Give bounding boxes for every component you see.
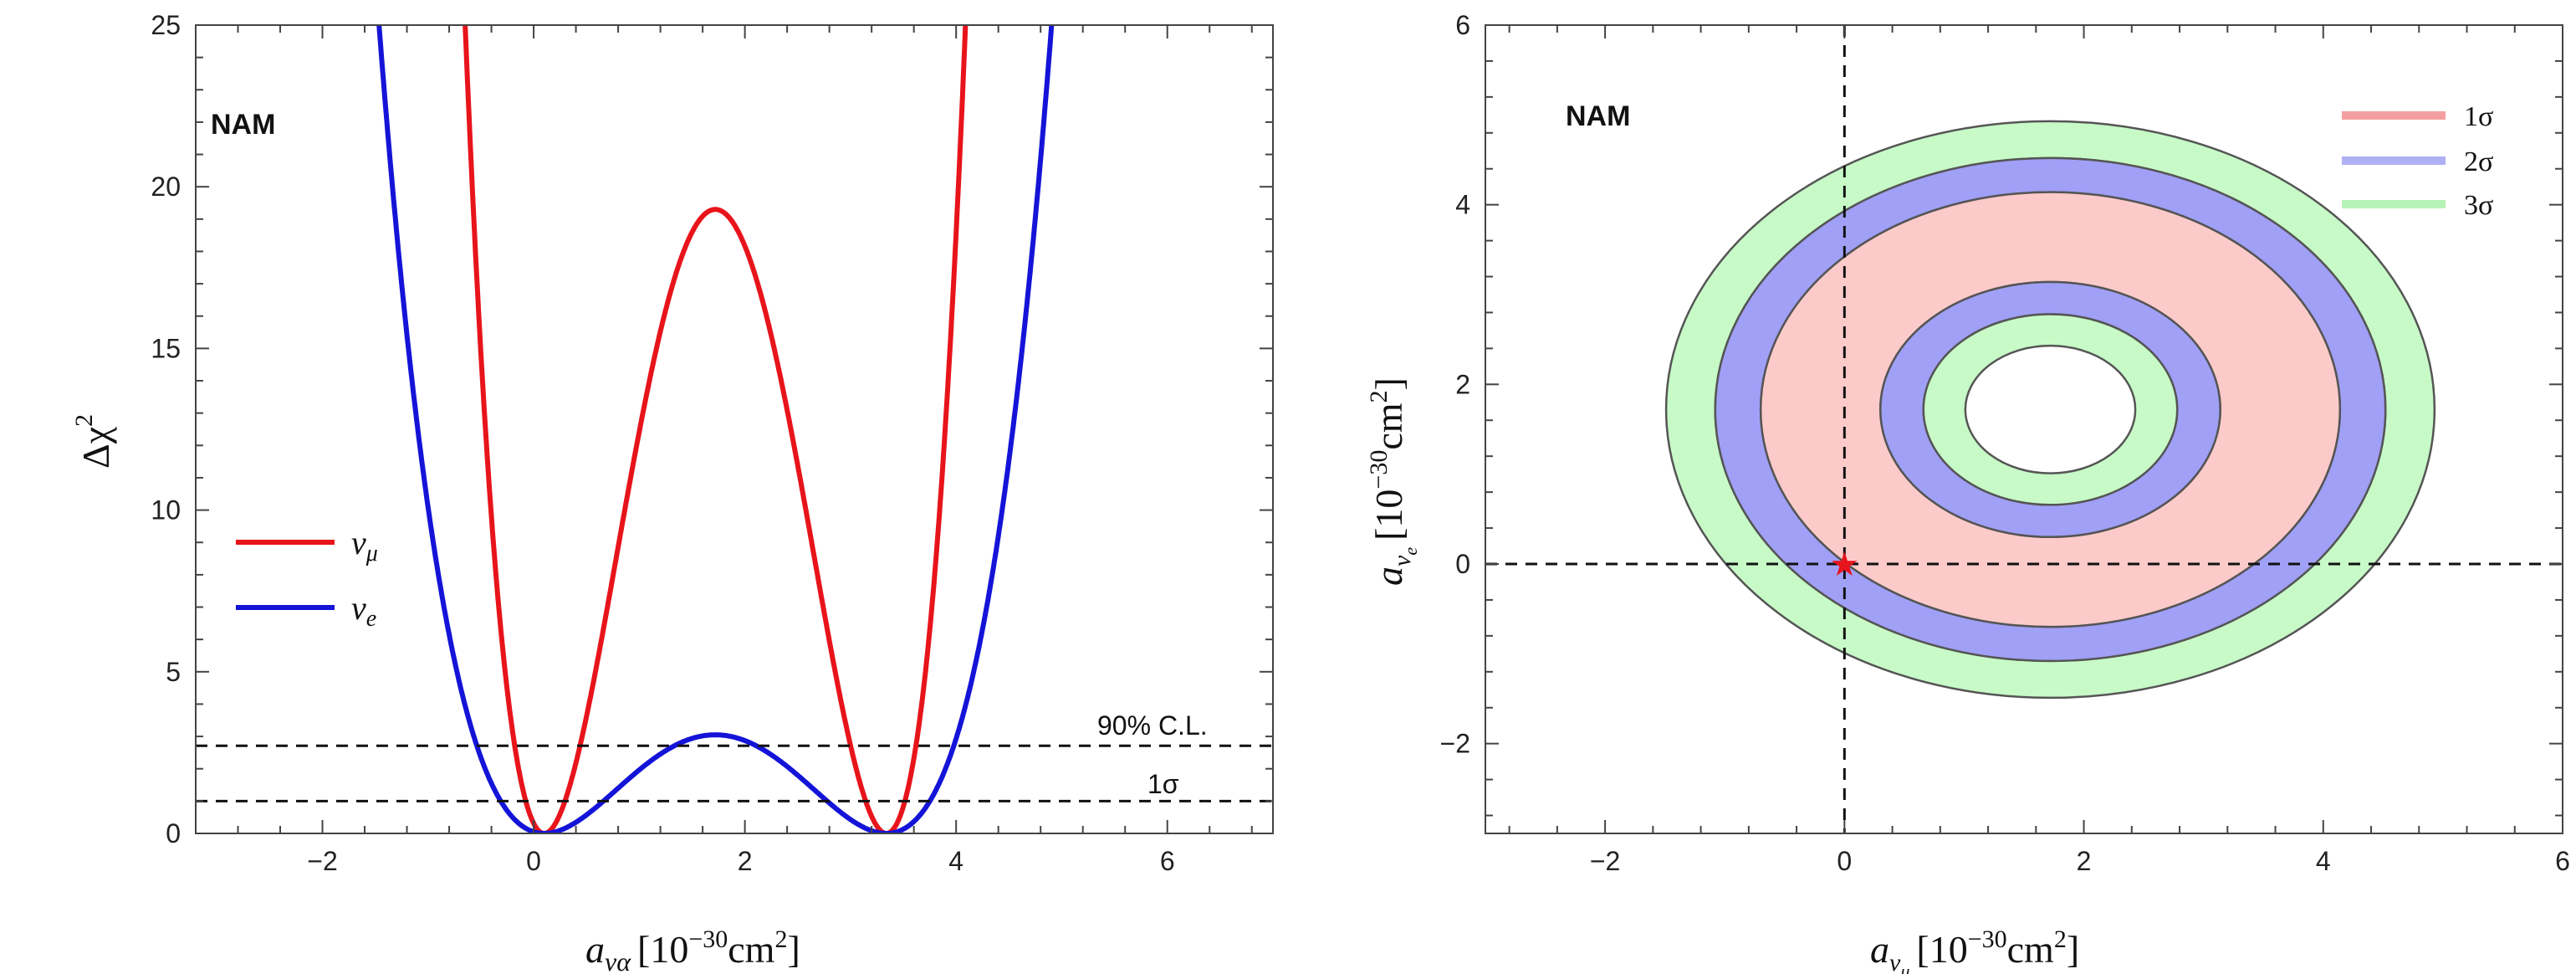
y-tick-label: 10 (151, 495, 181, 525)
x-tick-label: 2 (738, 846, 753, 876)
numu-curve (463, 25, 969, 833)
x-tick-label: −2 (307, 846, 337, 876)
one-sigma-line-label: 1σ (1147, 769, 1179, 799)
legend-3sigma-label: 3σ (2464, 190, 2493, 221)
left-legend: νμ νe (236, 524, 378, 632)
right-ticks: −2 0 2 4 6 −2 0 2 4 6 (1440, 10, 2570, 876)
left-ticks: −2 0 2 4 6 0 5 10 15 20 25 (151, 10, 1273, 876)
right-reference-lines (1485, 25, 2563, 833)
left-frame (195, 24, 1274, 834)
right-panel: ★ −2 0 2 4 6 −2 0 2 4 6 NAM 1σ 2σ 3σ aνμ[10−30cm2… (1365, 10, 2570, 974)
y-tick-label: 4 (1455, 190, 1470, 220)
right-frame (1485, 24, 2563, 834)
nue-curve (376, 25, 1055, 833)
y-tick-label: 0 (166, 818, 181, 848)
right-legend: 1σ 2σ 3σ (2342, 101, 2493, 221)
x-tick-label: 0 (526, 846, 541, 876)
x-tick-label: 4 (2316, 846, 2331, 876)
x-tick-label: 0 (1837, 846, 1852, 876)
cl90-label: 90% C.L. (1097, 710, 1208, 741)
left-plot-area (196, 25, 1273, 833)
y-tick-label: 2 (1455, 369, 1470, 399)
y-tick-label: −2 (1440, 729, 1470, 759)
y-tick-label: 15 (151, 333, 181, 363)
left-x-axis-label: aνα [10−30cm2] (585, 925, 800, 974)
left-panel: −2 0 2 4 6 0 5 10 15 20 25 NAM 90% C.L. 1σ νμ νe a… (70, 10, 1274, 974)
right-contours (1664, 119, 2436, 700)
legend-numu-label: νμ (351, 524, 378, 566)
legend-nue-label: νe (351, 589, 376, 632)
right-y-axis-label: aνe[10−30cm2] (1365, 377, 1421, 586)
y-tick-label: 20 (151, 172, 181, 202)
left-y-axis-label: Δχ2 (70, 414, 117, 469)
left-curves (376, 25, 1055, 833)
contour-3sigma-inner-band (1922, 312, 2179, 507)
legend-2sigma-label: 2σ (2464, 146, 2493, 177)
y-tick-label: 0 (1455, 549, 1470, 579)
right-x-axis-label: aνμ[10−30cm2] (1870, 925, 2079, 974)
y-tick-label: 25 (151, 10, 181, 40)
best-fit-star: ★ (1829, 546, 1859, 583)
x-tick-label: −2 (1590, 846, 1620, 876)
x-tick-label: 2 (2077, 846, 2092, 876)
x-tick-label: 6 (2555, 846, 2570, 876)
x-tick-label: 4 (948, 846, 963, 876)
legend-1sigma-label: 1σ (2464, 101, 2493, 132)
x-tick-label: 6 (1160, 846, 1175, 876)
y-tick-label: 6 (1455, 10, 1470, 40)
right-tag: NAM (1566, 100, 1630, 132)
y-tick-label: 5 (166, 657, 181, 687)
contour-1sigma-band (1761, 192, 2340, 627)
left-tag: NAM (211, 109, 275, 141)
